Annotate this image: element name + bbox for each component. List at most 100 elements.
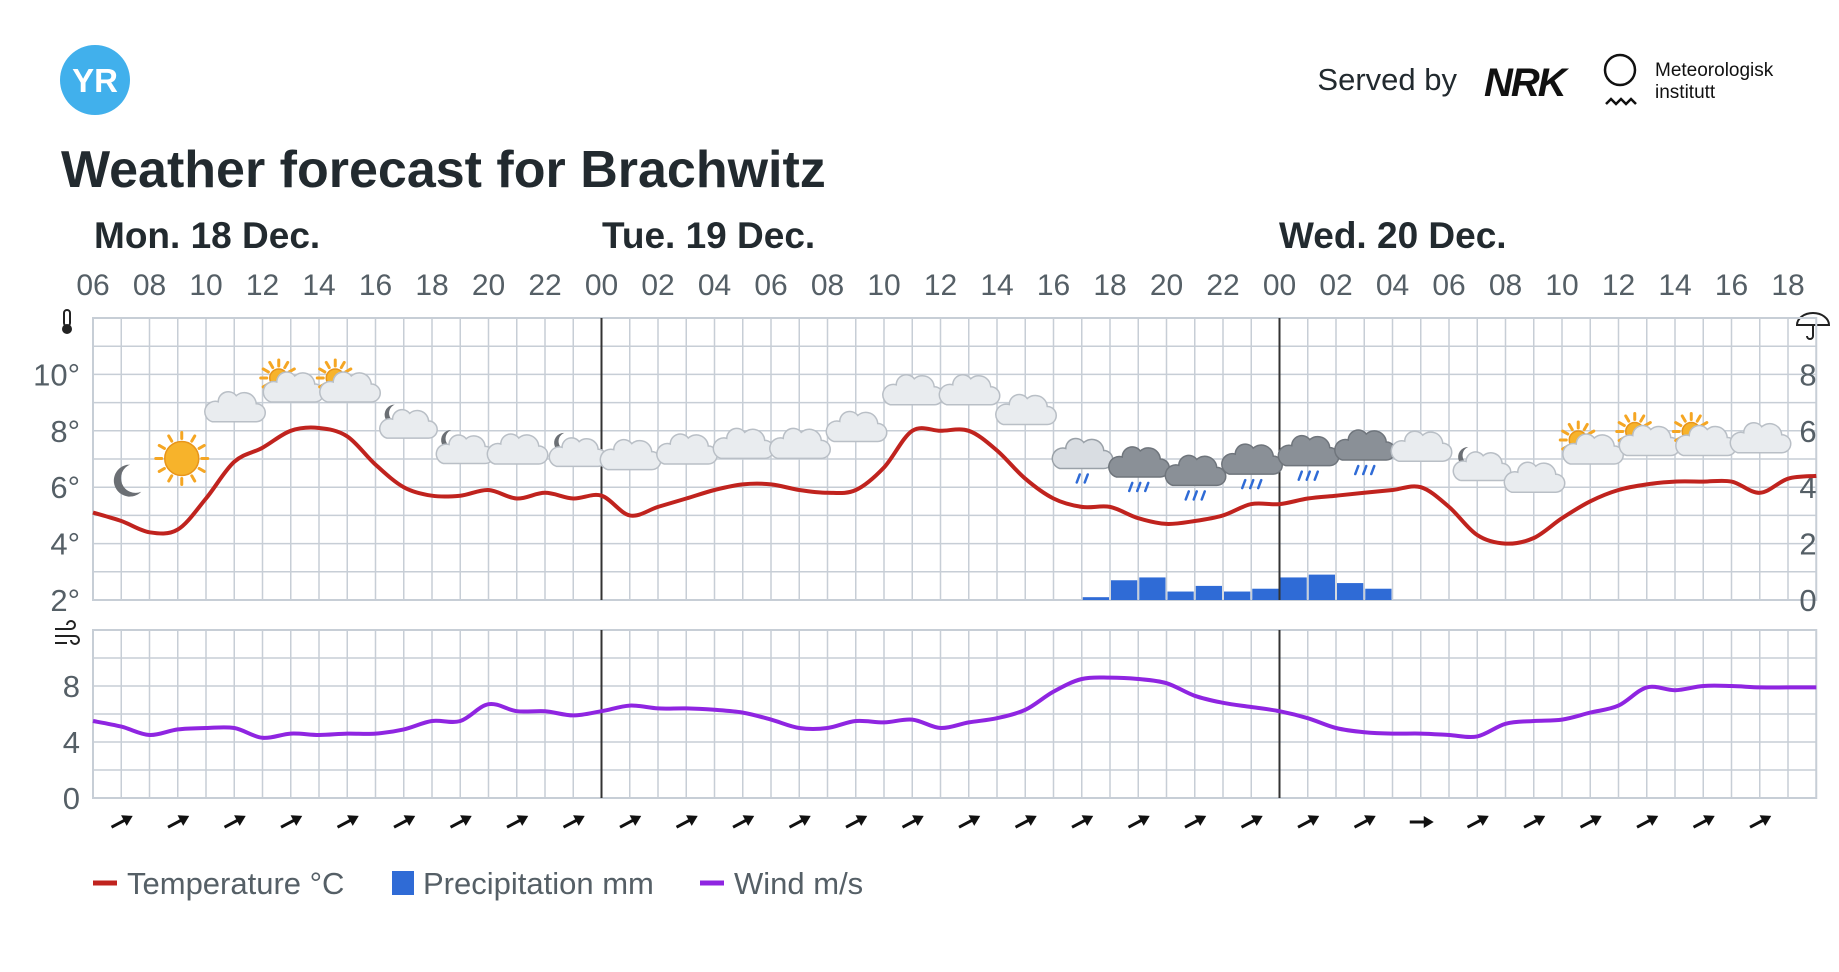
sun-ray (1674, 421, 1683, 428)
wind-arrow-head (968, 815, 981, 826)
cloud-shape (1729, 422, 1792, 454)
umbrella-icon (1795, 312, 1831, 340)
precipitation-bar (1224, 591, 1251, 600)
served-by-label: Served by (1317, 62, 1457, 97)
sun-ray (1587, 429, 1596, 436)
hour-tick-label: 14 (302, 269, 335, 302)
page-title: Weather forecast for Brachwitz (61, 141, 826, 199)
precipitation-bar (1167, 591, 1194, 600)
moon-shape (113, 464, 142, 497)
sun-ray (344, 367, 353, 374)
hour-tick-label: 06 (76, 269, 109, 302)
wind-arrow-icon (788, 815, 811, 829)
precipitation-bars (1082, 574, 1392, 600)
sun-ray (190, 434, 197, 443)
met-logo[interactable]: Meteorologisk institutt (1603, 53, 1774, 106)
sun-ray (197, 466, 206, 473)
night-cloud-icon (379, 404, 438, 439)
met-name-line2: institutt (1655, 82, 1716, 103)
rain-cloud-icon (1108, 446, 1170, 493)
wind-arrow-head (855, 815, 868, 826)
cloud-shape (769, 427, 831, 460)
hour-tick-label: 12 (924, 269, 957, 302)
hour-tick-label: 08 (133, 269, 166, 302)
legend-item-precipitation[interactable]: Precipitation mm (392, 866, 654, 901)
temperature-tick-label: 2° (50, 583, 80, 618)
wind-arrow-head (1646, 815, 1659, 826)
hour-tick-label: 22 (528, 269, 561, 302)
temperature-tick-label: 4° (50, 527, 80, 562)
wind-arrow-head (1138, 815, 1150, 826)
legend-item-wind[interactable]: Wind m/s (700, 866, 863, 901)
hour-tick-label: 18 (1771, 269, 1804, 302)
cloud-shape (995, 393, 1057, 426)
cloud-icon (204, 390, 266, 423)
partly-sunny-cloud-icon (259, 358, 325, 403)
wind-arrow-head (177, 815, 190, 826)
hour-tick-label: 14 (1658, 269, 1691, 302)
wind-arrow-icon (1523, 815, 1546, 829)
wind-arrow-icon (449, 815, 472, 829)
hour-tick-label: 00 (585, 269, 618, 302)
cloud-icon (1729, 422, 1792, 454)
rain-drop (1144, 481, 1150, 493)
wind-y-axis: 0 4 8 (63, 669, 80, 816)
wind-arrow-head (1025, 815, 1037, 826)
hour-tick-label: 04 (698, 269, 731, 302)
nrk-logo[interactable]: NRK (1484, 61, 1572, 105)
wind-arrow-icon (1749, 815, 1772, 829)
wind-arrow-icon (506, 815, 529, 829)
rain-drop (1362, 464, 1368, 476)
night-cloud-icon (548, 432, 608, 468)
sun-ray (339, 360, 346, 370)
wind-arrow-icon (1240, 815, 1263, 829)
rain-drop (1305, 470, 1311, 481)
wind-arrow-icon (1014, 815, 1037, 829)
day-label-wed: Wed. 20 Dec. (1279, 215, 1507, 256)
sun-icon (154, 430, 210, 486)
cloud-shape (204, 390, 266, 423)
wind-arrow-icon (393, 815, 416, 829)
wind-arrow-head (403, 815, 416, 826)
wind-arrow-icon (845, 815, 868, 829)
hour-tick-label: 10 (867, 269, 900, 302)
precipitation-y-axis: 0 2 4 6 8 (1799, 357, 1816, 618)
yr-logo-circle (60, 45, 130, 115)
legend-item-temperature[interactable]: Temperature °C (93, 866, 344, 901)
cloud-icon (1503, 461, 1566, 493)
wind-arrow-head (234, 815, 246, 826)
sun-ray (157, 443, 166, 450)
thermometer-icon (62, 309, 72, 334)
legend-precipitation-label: Precipitation mm (423, 866, 654, 901)
met-logo-circle-icon (1603, 53, 1637, 87)
rain-drop (1241, 478, 1247, 490)
cloud-shape (1051, 437, 1114, 470)
sun-ray (1695, 414, 1702, 423)
hour-tick-label: 00 (1263, 269, 1296, 302)
hour-tick-label: 08 (811, 269, 844, 302)
hour-tick-label: 16 (1715, 269, 1748, 302)
cloud-shape (1277, 434, 1340, 467)
night-cloud-icon (1452, 446, 1512, 482)
wind-arrow-icon (1297, 815, 1320, 829)
day-label-tue: Tue. 19 Dec. (602, 215, 815, 256)
hour-tick-label: 20 (1150, 269, 1183, 302)
wind-arrow-head (1590, 815, 1602, 826)
sun-disc (164, 440, 200, 477)
sun-ray (1680, 414, 1687, 423)
sun-ray (157, 466, 166, 473)
hour-tick-label: 10 (189, 269, 222, 302)
night-cloud-icon (435, 430, 495, 465)
wind-panel-grid (92, 629, 1818, 799)
yr-logo[interactable]: YR (60, 45, 130, 115)
sun-ray (283, 360, 290, 370)
met-logo-wave-icon (1605, 97, 1637, 106)
sun-ray (1617, 421, 1626, 428)
wind-arrow-icon (167, 815, 190, 829)
wind-arrow-icon (1692, 815, 1715, 829)
cloud-shape (1390, 430, 1453, 462)
hour-tick-label: 06 (754, 269, 787, 302)
sun-ray (1639, 414, 1646, 423)
